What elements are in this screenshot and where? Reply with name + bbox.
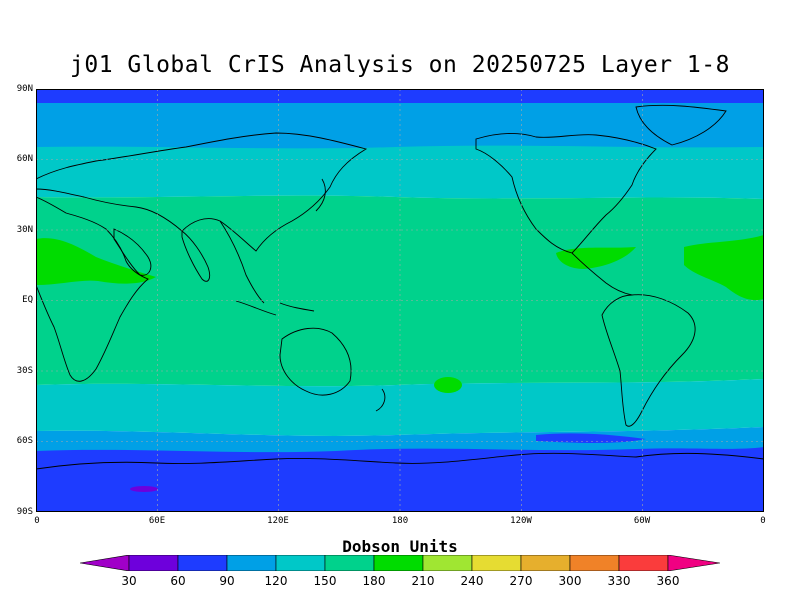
- coastlines: [36, 104, 764, 470]
- colorbar-segment-10: [569, 555, 620, 571]
- map-title: j01 Global CrIS Analysis on 20250725 Lay…: [70, 52, 730, 78]
- patch-atlantic-green: [684, 235, 764, 301]
- colorbar-segment-3: [226, 555, 277, 571]
- lat-label-90n: 90N: [16, 84, 33, 94]
- lon-label-60w: 60W: [633, 516, 651, 526]
- colorbar-label-120: 120: [264, 574, 288, 588]
- colorbar-segment-9: [520, 555, 571, 571]
- patch-antarctic-purple: [130, 486, 158, 492]
- colorbar-segment-2: [177, 555, 228, 571]
- band-south-teal: [36, 379, 764, 436]
- ozone-map: [36, 89, 764, 512]
- band-antarctic-sky-blue-patch: [536, 433, 646, 443]
- colorbar-segment-5: [324, 555, 375, 571]
- colorbar-label-30: 30: [121, 574, 137, 588]
- lon-label-60e: 60E: [148, 516, 166, 526]
- colorbar-label-330: 330: [607, 574, 631, 588]
- lon-label-180: 180: [391, 516, 409, 526]
- lon-label-0-right: 0: [760, 516, 766, 526]
- coast-indonesia: [235, 300, 315, 316]
- colorbar-title: Dobson Units: [342, 537, 458, 556]
- graticule: [36, 89, 764, 512]
- colorbar-label-210: 210: [411, 574, 435, 588]
- lat-label-30s: 30S: [16, 366, 33, 376]
- coast-australia: [279, 327, 352, 396]
- coast-central-america: [571, 252, 633, 296]
- colorbar-label-270: 270: [509, 574, 533, 588]
- coast-arabia: [113, 228, 152, 276]
- colorbar-high-arrow: [667, 555, 720, 571]
- lat-label-60n: 60N: [16, 154, 33, 164]
- coast-greenland: [635, 104, 727, 146]
- colorbar-label-240: 240: [460, 574, 484, 588]
- lat-label-eq: EQ: [22, 295, 33, 305]
- colorbar-label-180: 180: [362, 574, 386, 588]
- coast-eurasia: [36, 132, 368, 252]
- band-north-teal: [36, 145, 764, 199]
- lat-label-60s: 60S: [16, 436, 33, 446]
- coast-africa: [36, 196, 149, 382]
- colorbar-label-300: 300: [558, 574, 582, 588]
- coast-se-asia: [219, 220, 265, 304]
- coast-north-america: [475, 132, 657, 254]
- lon-label-120w: 120W: [510, 516, 532, 526]
- map-border: [36, 89, 764, 512]
- colorbar-segment-4: [275, 555, 326, 571]
- coast-antarctica: [36, 452, 764, 470]
- coast-south-america: [601, 294, 696, 427]
- lon-label-120e: 120E: [267, 516, 289, 526]
- colorbar-label-150: 150: [313, 574, 337, 588]
- patch-africa-green: [36, 238, 156, 285]
- patch-south-pacific-green: [434, 377, 462, 393]
- colorbar-segment-11: [618, 555, 669, 571]
- lat-label-30n: 30N: [16, 225, 33, 235]
- colorbar-label-360: 360: [656, 574, 680, 588]
- coast-new-zealand: [375, 388, 386, 412]
- colorbar-label-90: 90: [219, 574, 235, 588]
- patch-caribbean-green: [556, 247, 636, 269]
- colorbar-segment-8: [471, 555, 522, 571]
- colorbar-segment-7: [422, 555, 473, 571]
- colorbar-segment-6: [373, 555, 424, 571]
- lat-label-90s: 90S: [16, 507, 33, 517]
- colorbar-segment-1: [128, 555, 179, 571]
- colorbar: [80, 555, 720, 571]
- colorbar-label-60: 60: [170, 574, 186, 588]
- lon-label-0-left: 0: [34, 516, 40, 526]
- colorbar-low-arrow: [80, 555, 130, 571]
- coast-japan: [315, 178, 326, 212]
- coast-india: [181, 230, 211, 282]
